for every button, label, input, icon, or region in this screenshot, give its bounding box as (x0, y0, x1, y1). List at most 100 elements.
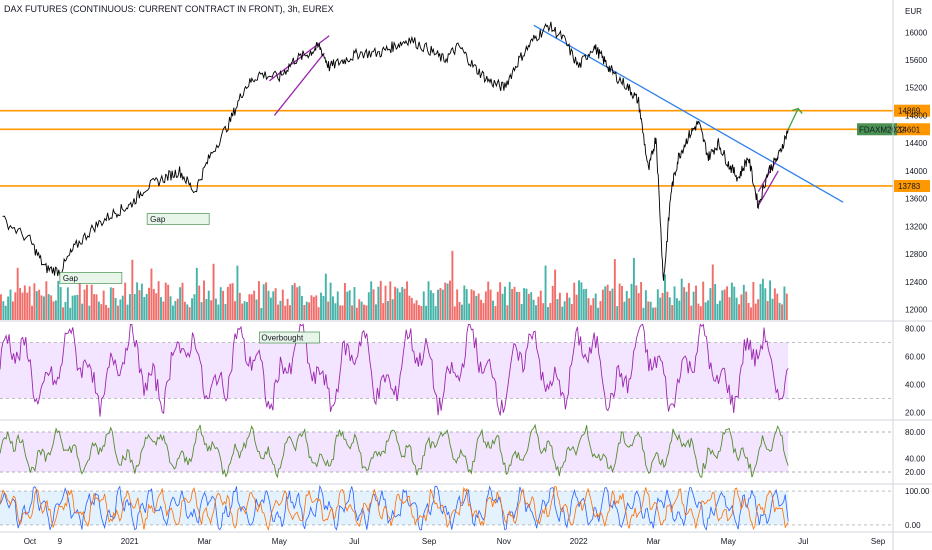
stoch-rsi-tick-label: 0.00 (905, 521, 921, 530)
volume-bar (124, 282, 127, 320)
volume-bar (243, 301, 246, 320)
time-tick-label: Oct (24, 537, 37, 546)
rsi-tick-label: 20.00 (905, 408, 926, 417)
volume-bar (785, 293, 788, 320)
volume-bar (611, 288, 614, 320)
volume-bar (671, 305, 674, 320)
horizontal-levels[interactable]: 14869 14601 13783 FDAXM2022 (0, 104, 930, 192)
volume-bar (726, 286, 729, 320)
volume-bar (317, 307, 320, 320)
volume-bar (100, 304, 103, 320)
gap-annotation-box (146, 213, 210, 225)
volume-bar (85, 284, 88, 320)
volume-bar (212, 263, 215, 320)
volume-bar (90, 284, 93, 320)
volume-bar (0, 294, 2, 320)
volume-bar (207, 290, 210, 320)
volume-bar (494, 306, 497, 320)
stoch-rsi-band-fill (0, 491, 789, 525)
volume-bar (501, 293, 504, 320)
volume-bar (150, 268, 153, 320)
volume-bar (664, 274, 666, 320)
volume-bar (57, 280, 60, 320)
volume-bar (140, 283, 143, 320)
volume-bar (324, 273, 327, 320)
volume-bar (334, 303, 337, 320)
volume-bar (35, 291, 38, 320)
volume-bar (675, 298, 678, 320)
volume-bar (690, 305, 693, 320)
volume-bar (429, 290, 432, 320)
volume-bar (752, 281, 755, 320)
annotations[interactable]: Gap Gap Overbought (59, 213, 320, 344)
volume-bar (766, 301, 769, 320)
volume-bar (210, 300, 213, 320)
volume-bar (186, 304, 189, 320)
volume-bar (339, 305, 342, 320)
volume-bar (410, 297, 413, 320)
volume-bar (162, 301, 165, 320)
trendline (533, 24, 844, 203)
volume-bar (625, 290, 628, 320)
volume-bar (406, 281, 408, 320)
volume-bar (472, 290, 475, 320)
price-line (2, 21, 789, 281)
volume-bar (668, 297, 671, 320)
volume-bar (351, 305, 354, 320)
time-axis[interactable]: Oct 9 2021 Mar May Jul Sep Nov 2022 Mar May Jul Sep (24, 537, 886, 546)
gap-annotation-label: Gap (63, 274, 79, 283)
volume-bar (718, 300, 721, 320)
volume-bar (477, 293, 480, 320)
volume-bar (198, 285, 201, 320)
volume-bar (398, 292, 401, 320)
time-tick-label: Jul (349, 537, 359, 546)
volume-bar (74, 295, 76, 320)
volume-bar (305, 301, 308, 320)
volume-bar (121, 295, 124, 320)
volume-bar (487, 281, 490, 320)
volume-bar (599, 301, 602, 320)
volume-bar (656, 289, 659, 320)
volume-bar (654, 307, 657, 320)
volume-bar (284, 305, 287, 320)
volume-bar (160, 297, 162, 320)
volume-bar (453, 306, 456, 320)
price-tick-label: 14000 (905, 167, 928, 176)
volume-bar (740, 294, 743, 320)
volume-bar (155, 293, 158, 320)
volume-bar (179, 287, 182, 320)
price-tick-label: 12800 (905, 250, 928, 259)
volume-bar (699, 306, 702, 320)
volume-bar (728, 297, 731, 320)
volume-bar (771, 298, 774, 320)
volume-bar (716, 303, 719, 320)
volume-bar (367, 292, 370, 320)
volume-bar (537, 296, 540, 320)
volume-bar (556, 299, 559, 320)
volume-bar (695, 285, 697, 320)
volume-bar (81, 303, 84, 320)
volume-bar (511, 289, 514, 320)
volume-bar (269, 297, 272, 320)
volume-bar (601, 289, 604, 320)
volume-bar (119, 299, 122, 320)
volume-bar (7, 296, 10, 320)
volume-bar (69, 307, 72, 320)
volume-bar (105, 304, 108, 320)
volume-bar (666, 291, 669, 320)
gap-annotation-box (59, 272, 123, 284)
volume-bar (618, 283, 621, 320)
volume-bar (95, 294, 98, 320)
volume-bar (76, 294, 79, 320)
volume-bar (484, 291, 487, 320)
volume-bar (214, 298, 217, 320)
volume-bar (320, 292, 322, 320)
volume-bar (714, 284, 717, 320)
wedge-line (757, 170, 779, 206)
overbought-box (259, 331, 320, 344)
price-tick-label: 14400 (905, 139, 928, 148)
volume-bar (128, 294, 131, 320)
volume-bar (54, 300, 57, 320)
